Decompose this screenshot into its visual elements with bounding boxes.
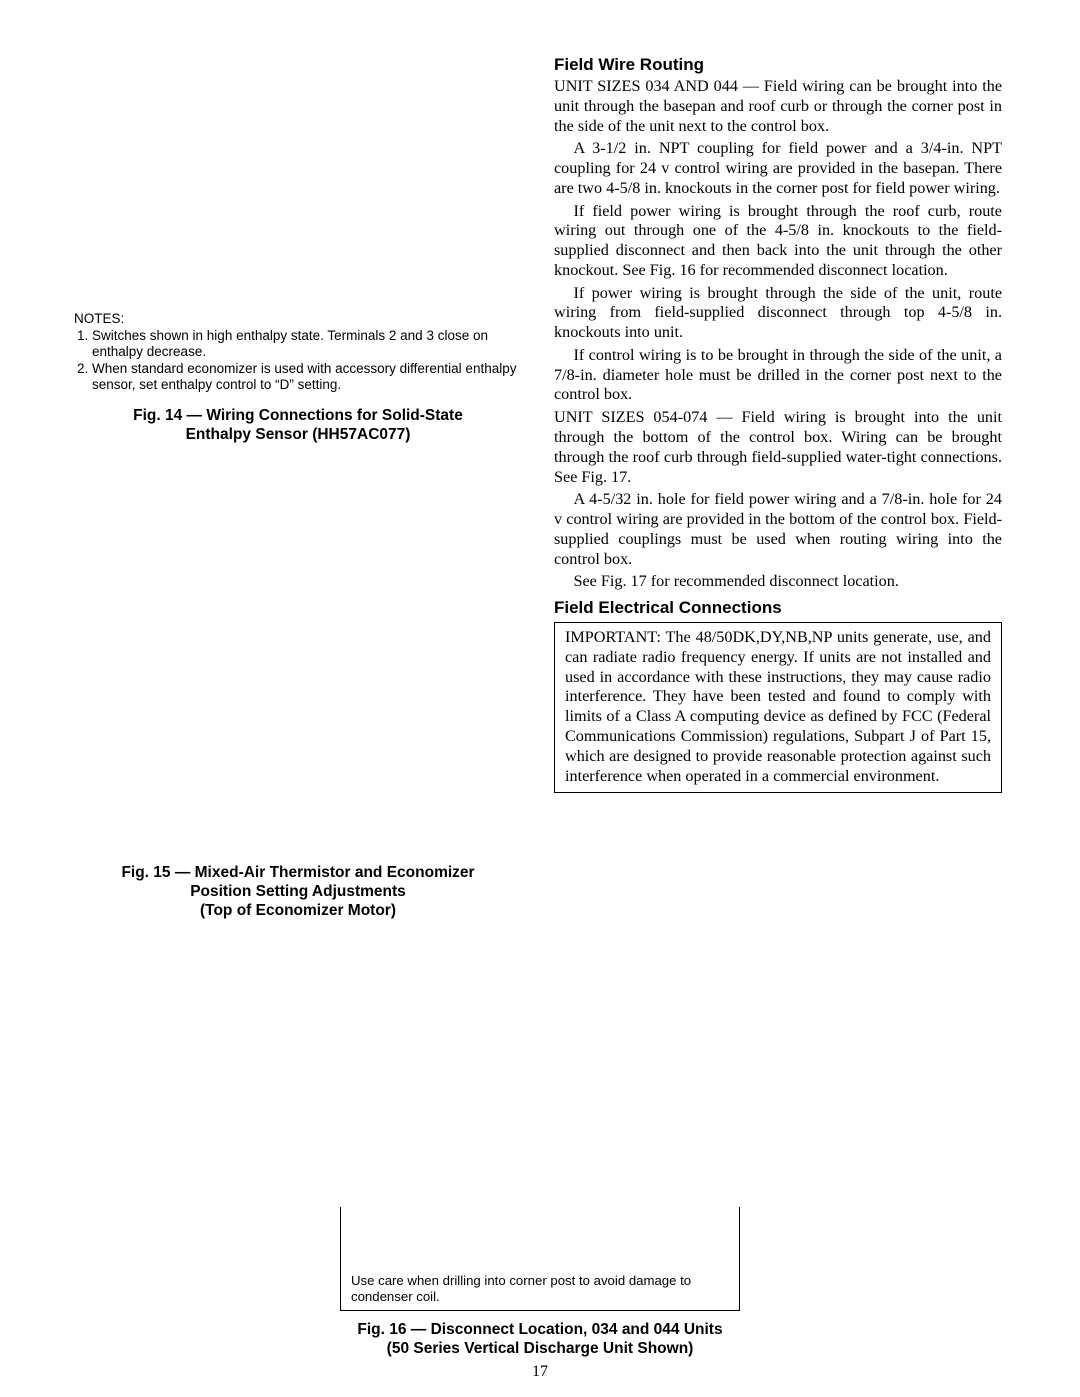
- body-paragraph: UNIT SIZES 034 AND 044 — Field wiring ca…: [554, 77, 1002, 136]
- caption-line: Fig. 15 — Mixed-Air Thermistor and Econo…: [74, 864, 522, 883]
- two-column-layout: NOTES: Switches shown in high enthalpy s…: [74, 55, 1006, 921]
- body-paragraph: A 4-5/32 in. hole for field power wiring…: [554, 490, 1002, 569]
- figure-16-caption: Fig. 16 — Disconnect Location, 034 and 0…: [0, 1321, 1080, 1359]
- right-column: Field Wire Routing UNIT SIZES 034 AND 04…: [554, 55, 1002, 921]
- caption-line: Fig. 16 — Disconnect Location, 034 and 0…: [0, 1321, 1080, 1340]
- figure-15-caption: Fig. 15 — Mixed-Air Thermistor and Econo…: [74, 864, 522, 921]
- figure-14-caption: Fig. 14 — Wiring Connections for Solid-S…: [74, 407, 522, 445]
- notes-list: Switches shown in high enthalpy state. T…: [74, 328, 522, 393]
- page-number: 17: [0, 1363, 1080, 1381]
- note-item: Switches shown in high enthalpy state. T…: [92, 328, 522, 360]
- caption-line: Enthalpy Sensor (HH57AC077): [74, 426, 522, 445]
- important-text: IMPORTANT: The 48/50DK,DY,NB,NP units ge…: [565, 628, 991, 784]
- caption-line: Fig. 14 — Wiring Connections for Solid-S…: [74, 407, 522, 426]
- caption-line: (50 Series Vertical Discharge Unit Shown…: [0, 1340, 1080, 1359]
- body-paragraph: If control wiring is to be brought in th…: [554, 346, 1002, 405]
- body-paragraph: See Fig. 17 for recommended disconnect l…: [554, 572, 1002, 592]
- figure-16-region: Use care when drilling into corner post …: [0, 1207, 1080, 1359]
- important-box: IMPORTANT: The 48/50DK,DY,NB,NP units ge…: [554, 622, 1002, 793]
- notes-label: NOTES:: [74, 311, 522, 327]
- section-heading-routing: Field Wire Routing: [554, 55, 1002, 75]
- section-heading-electrical: Field Electrical Connections: [554, 598, 1002, 618]
- body-paragraph: If field power wiring is brought through…: [554, 202, 1002, 281]
- body-paragraph: If power wiring is brought through the s…: [554, 284, 1002, 343]
- caption-line: Position Setting Adjustments: [74, 883, 522, 902]
- left-column: NOTES: Switches shown in high enthalpy s…: [74, 55, 522, 921]
- page: NOTES: Switches shown in high enthalpy s…: [0, 0, 1080, 1397]
- figure-16-note-box: Use care when drilling into corner post …: [340, 1207, 740, 1311]
- figure-16-note-text: Use care when drilling into corner post …: [351, 1273, 691, 1304]
- body-paragraph: A 3-1/2 in. NPT coupling for field power…: [554, 139, 1002, 198]
- note-item: When standard economizer is used with ac…: [92, 361, 522, 393]
- caption-line: (Top of Economizer Motor): [74, 902, 522, 921]
- notes-block: NOTES: Switches shown in high enthalpy s…: [74, 311, 522, 393]
- body-paragraph: UNIT SIZES 054-074 — Field wiring is bro…: [554, 408, 1002, 487]
